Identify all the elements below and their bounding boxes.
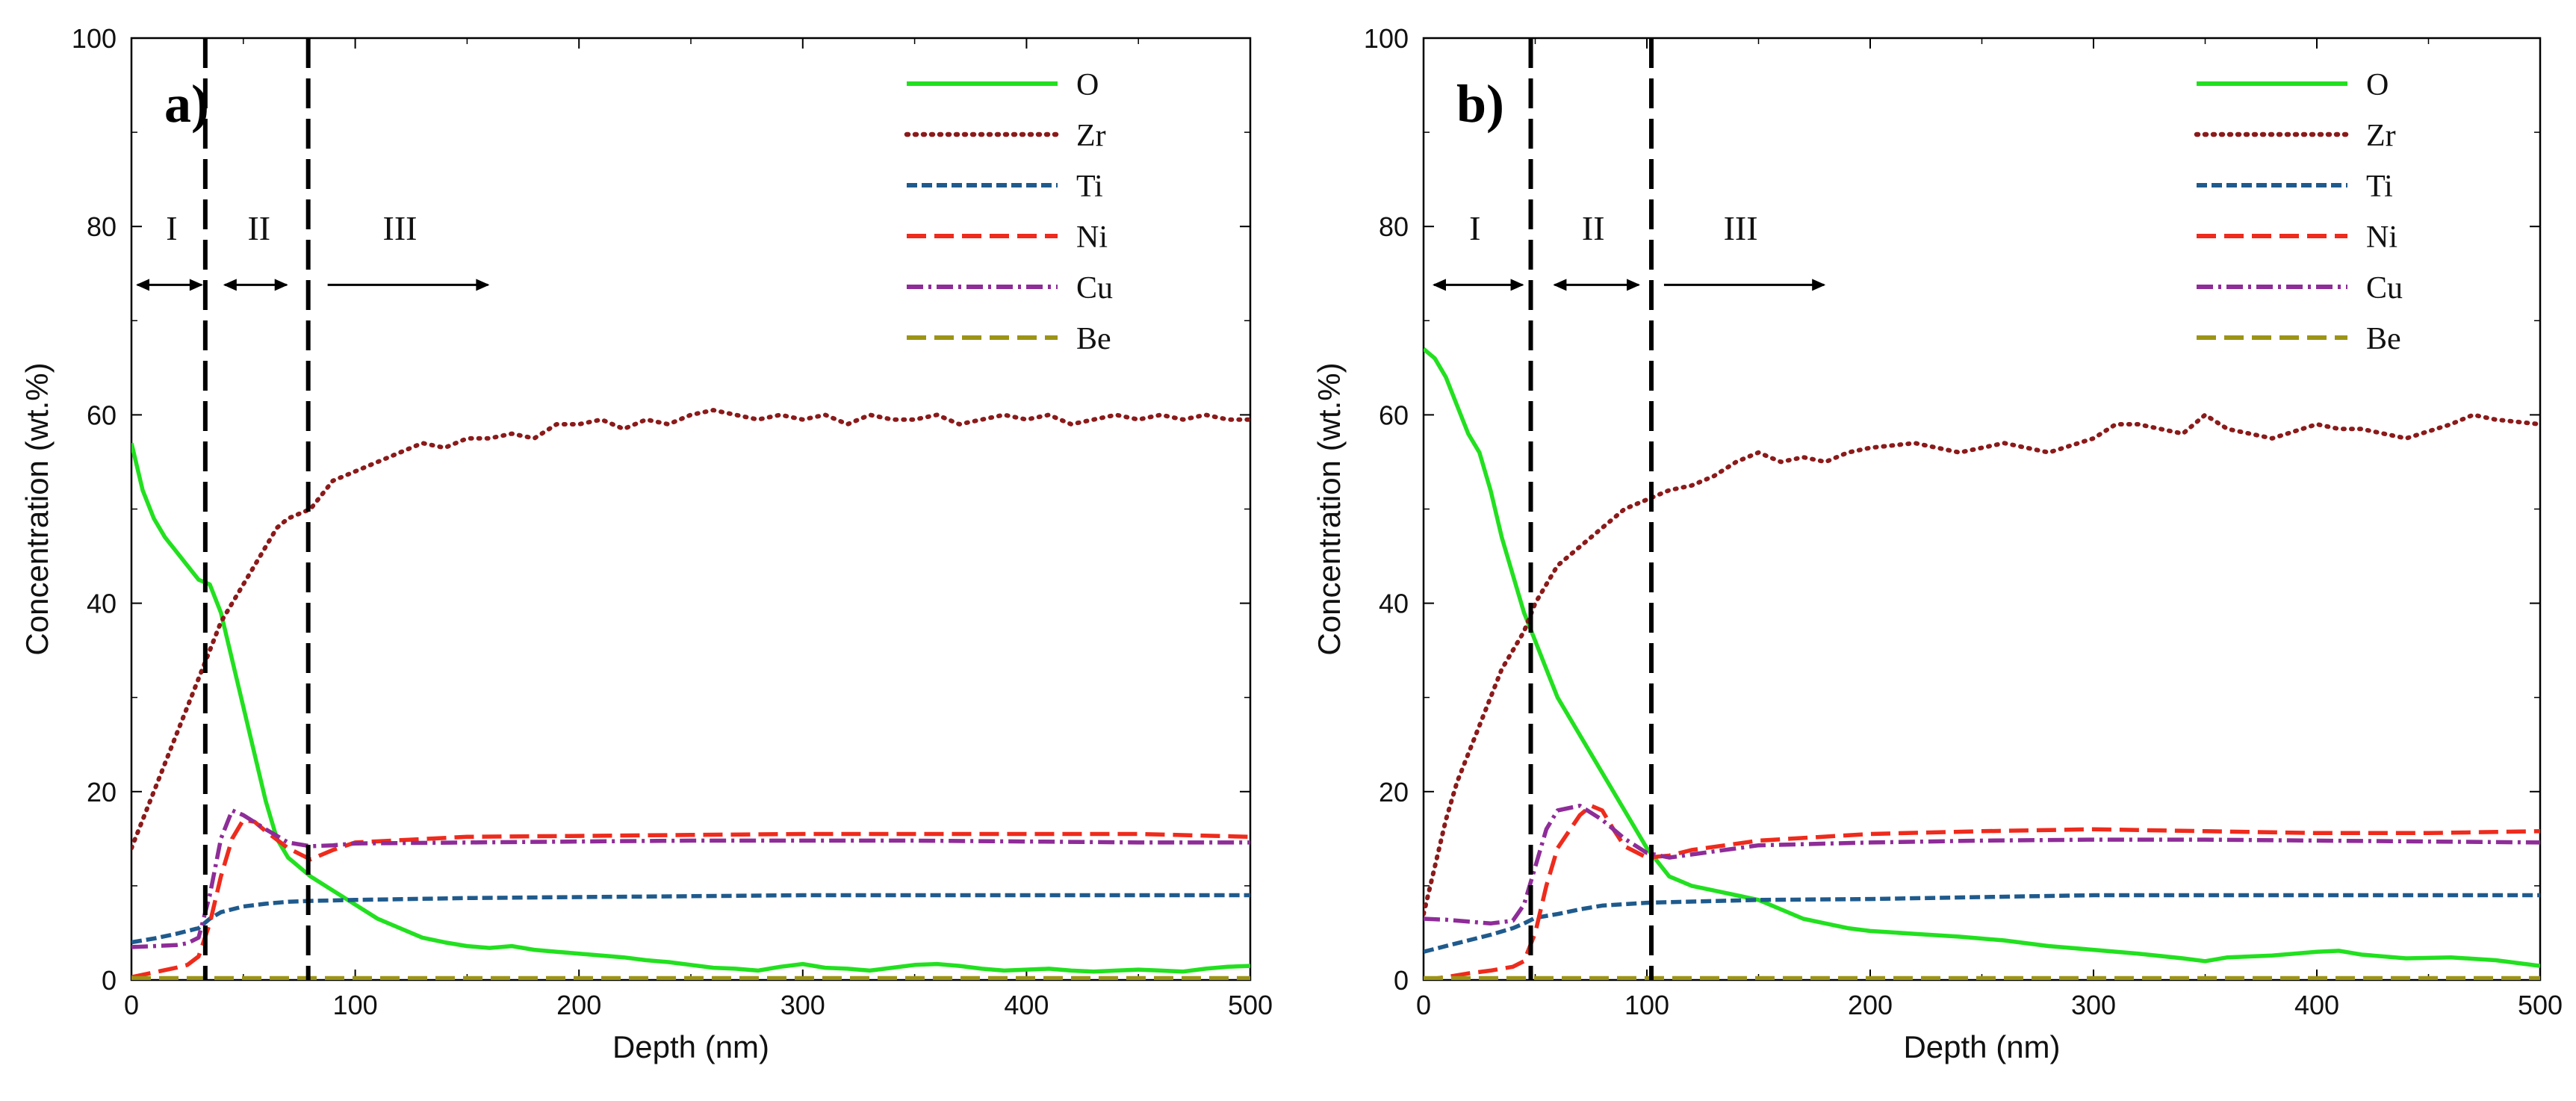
legend-label-o: O bbox=[1076, 68, 1099, 102]
region-label: III bbox=[1724, 209, 1758, 247]
legend-label-cu: Cu bbox=[2366, 271, 2403, 306]
panel-a: 0 100 200 300 400 500 0 20 40 60 80 100 Depth (nm) Co… bbox=[19, 23, 1273, 1064]
region-arrow-head bbox=[1432, 279, 1446, 291]
region-label: III bbox=[383, 209, 418, 247]
region-arrow-head bbox=[1553, 279, 1567, 291]
legend-label-o: O bbox=[2366, 68, 2389, 102]
region-label: I bbox=[1469, 209, 1480, 247]
legend-label-zr: Zr bbox=[2366, 119, 2396, 153]
y-tick-label: 80 bbox=[1379, 211, 1409, 242]
panel-label: b) bbox=[1456, 74, 1504, 134]
region-arrow-head bbox=[476, 279, 490, 291]
region-arrow-head bbox=[1812, 279, 1826, 291]
legend-label-ni: Ni bbox=[1076, 220, 1108, 255]
series-line-ti bbox=[1424, 893, 2540, 954]
y-tick-label: 20 bbox=[87, 777, 117, 807]
x-tick-label: 500 bbox=[2518, 990, 2563, 1020]
x-tick-label: 0 bbox=[1416, 990, 1431, 1020]
region-label: I bbox=[166, 209, 177, 247]
x-tick-label: 200 bbox=[556, 990, 601, 1020]
region-arrow-head bbox=[274, 279, 288, 291]
x-tick-label: 100 bbox=[1624, 990, 1669, 1020]
x-tick-label: 400 bbox=[2294, 990, 2339, 1020]
x-tick-label: 0 bbox=[124, 990, 139, 1020]
series-line-zr bbox=[131, 408, 1250, 851]
series-line-zr bbox=[1424, 412, 2540, 917]
series-line-o bbox=[1424, 347, 2540, 968]
legend-label-ti: Ti bbox=[2366, 170, 2393, 204]
legend-label-zr: Zr bbox=[1076, 119, 1106, 153]
x-tick-label: 200 bbox=[1848, 990, 1893, 1020]
region-arrow-head bbox=[1627, 279, 1641, 291]
region-arrow-head bbox=[189, 279, 203, 291]
region-arrow-head bbox=[135, 279, 149, 291]
y-tick-label: 60 bbox=[1379, 400, 1409, 430]
y-tick-label: 40 bbox=[87, 589, 117, 619]
y-tick-label: 20 bbox=[1379, 777, 1409, 807]
x-tick-label: 300 bbox=[2071, 990, 2116, 1020]
region-arrow-head bbox=[1510, 279, 1524, 291]
y-tick-label: 0 bbox=[102, 965, 117, 996]
x-tick-label: 400 bbox=[1004, 990, 1049, 1020]
y-tick-label: 40 bbox=[1379, 589, 1409, 619]
y-tick-label: 100 bbox=[72, 23, 117, 54]
x-tick-label: 500 bbox=[1228, 990, 1273, 1020]
y-tick-label: 0 bbox=[1394, 965, 1409, 996]
series-line-ni bbox=[131, 817, 1250, 979]
legend-label-ni: Ni bbox=[2366, 220, 2397, 255]
panel-label: a) bbox=[164, 74, 209, 134]
x-axis-label: Depth (nm) bbox=[1903, 1029, 2060, 1064]
series-line-cu bbox=[131, 808, 1250, 949]
legend-label-cu: Cu bbox=[1076, 271, 1113, 306]
series-group bbox=[1424, 347, 2540, 980]
series-line-cu bbox=[1424, 803, 2540, 926]
region-label: II bbox=[1582, 209, 1605, 247]
y-axis-label: Concentration (wt.%) bbox=[1312, 362, 1347, 655]
y-axis-label: Concentration (wt.%) bbox=[19, 362, 55, 655]
y-tick-label: 60 bbox=[87, 400, 117, 430]
region-label: II bbox=[247, 209, 270, 247]
x-tick-label: 100 bbox=[333, 990, 378, 1020]
series-line-o bbox=[131, 442, 1250, 974]
x-tick-label: 300 bbox=[780, 990, 825, 1020]
region-arrow-head bbox=[223, 279, 237, 291]
panel-b: 0 100 200 300 400 500 0 20 40 60 80 100 Depth (nm) Co… bbox=[1312, 23, 2563, 1064]
y-tick-label: 100 bbox=[1364, 23, 1409, 54]
y-tick-label: 80 bbox=[87, 211, 117, 242]
x-axis-label: Depth (nm) bbox=[612, 1029, 769, 1064]
legend-label-ti: Ti bbox=[1076, 170, 1103, 204]
legend-label-be: Be bbox=[1076, 322, 1111, 356]
series-line-ti bbox=[131, 893, 1250, 945]
series-group bbox=[131, 408, 1250, 980]
legend-label-be: Be bbox=[2366, 322, 2401, 356]
